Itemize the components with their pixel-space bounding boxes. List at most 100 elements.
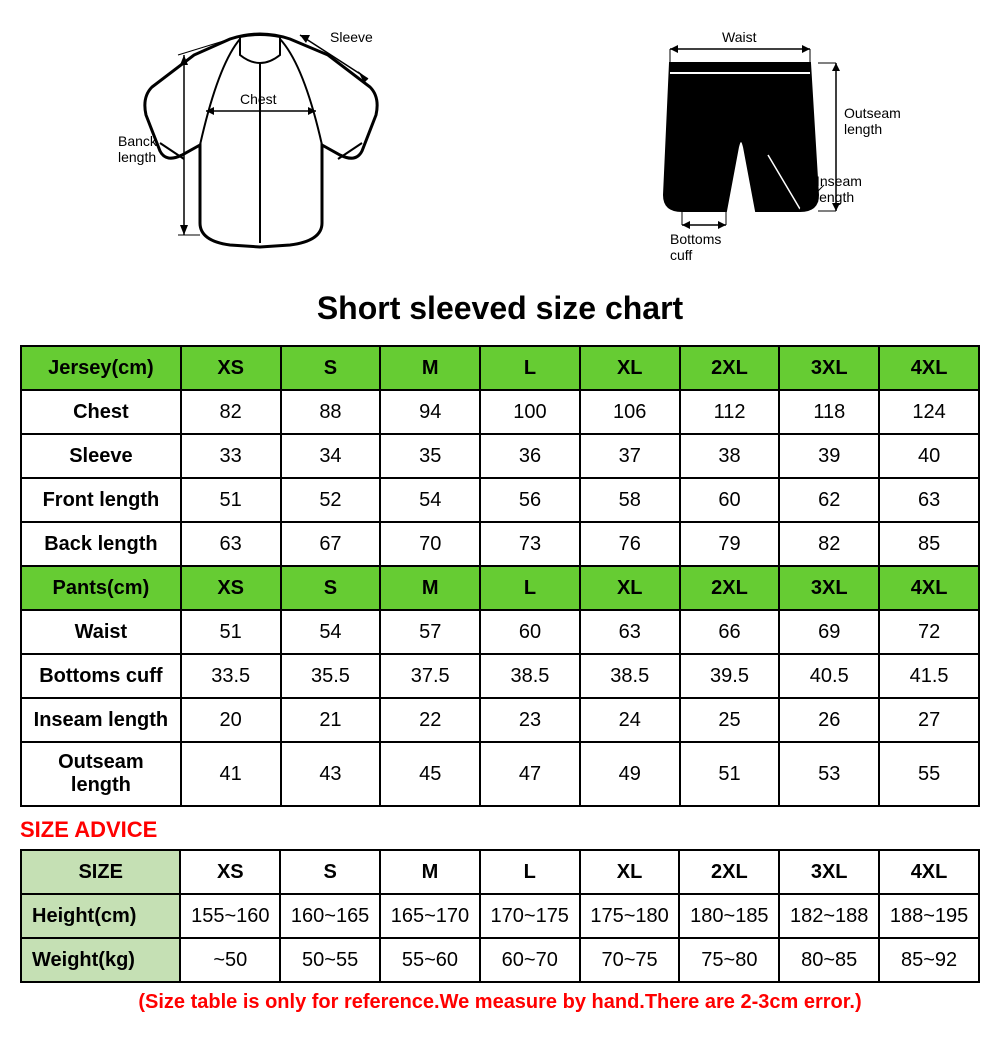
table-cell: 60 — [480, 610, 580, 654]
table-cell: 79 — [680, 522, 780, 566]
advice-row-label: Weight(kg) — [21, 938, 180, 982]
table-row: Sleeve3334353637383940 — [21, 434, 979, 478]
table-cell: 82 — [181, 390, 281, 434]
table-cell: 20 — [181, 698, 281, 742]
table-row-label: Bottoms cuff — [21, 654, 181, 698]
table-cell: 82 — [779, 522, 879, 566]
table-cell: 25 — [680, 698, 780, 742]
shorts-diagram: Waist Outseam length Inseam length Botto… — [600, 15, 900, 265]
advice-header-cell: 3XL — [779, 850, 879, 894]
shorts-svg — [600, 15, 900, 265]
table-row: Inseam length2021222324252627 — [21, 698, 979, 742]
table-cell: 73 — [480, 522, 580, 566]
waist-label: Waist — [722, 29, 756, 45]
advice-header-cell: S — [280, 850, 380, 894]
table-row-label: Outseam length — [21, 742, 181, 806]
table-header-cell: S — [281, 346, 381, 390]
table-cell: 34 — [281, 434, 381, 478]
jersey-diagram: Sleeve Chest Banck length — [100, 15, 420, 265]
advice-cell: 80~85 — [779, 938, 879, 982]
table-cell: 58 — [580, 478, 680, 522]
table-cell: 43 — [281, 742, 381, 806]
table-cell: 33 — [181, 434, 281, 478]
table-row-label: Front length — [21, 478, 181, 522]
table-header-cell: XS — [181, 566, 281, 610]
table-cell: 118 — [779, 390, 879, 434]
table-header-cell: 4XL — [879, 346, 979, 390]
table-cell: 49 — [580, 742, 680, 806]
table-row: Outseam length4143454749515355 — [21, 742, 979, 806]
table-cell: 21 — [281, 698, 381, 742]
table-row-label: Waist — [21, 610, 181, 654]
inseam-label: Inseam length — [816, 173, 862, 205]
table-cell: 41.5 — [879, 654, 979, 698]
advice-cell: 165~170 — [380, 894, 480, 938]
advice-header-cell: 4XL — [879, 850, 979, 894]
diagrams-row: Sleeve Chest Banck length — [10, 10, 990, 270]
advice-cell: 70~75 — [580, 938, 680, 982]
table-cell: 100 — [480, 390, 580, 434]
advice-header-cell: XS — [180, 850, 280, 894]
table-header-cell: XL — [580, 566, 680, 610]
table-cell: 60 — [680, 478, 780, 522]
chest-label: Chest — [240, 91, 277, 107]
table-cell: 70 — [380, 522, 480, 566]
table-cell: 39.5 — [680, 654, 780, 698]
table-cell: 63 — [580, 610, 680, 654]
table-header-cell: XL — [580, 346, 680, 390]
table-cell: 27 — [879, 698, 979, 742]
table-header-cell: XS — [181, 346, 281, 390]
table-header-row: Pants(cm)XSSMLXL2XL3XL4XL — [21, 566, 979, 610]
table-header-cell: L — [480, 566, 580, 610]
table-row-label: Sleeve — [21, 434, 181, 478]
advice-cell: 160~165 — [280, 894, 380, 938]
table-row: Front length5152545658606263 — [21, 478, 979, 522]
table-cell: 63 — [181, 522, 281, 566]
advice-cell: 182~188 — [779, 894, 879, 938]
table-cell: 38.5 — [480, 654, 580, 698]
table-cell: 40 — [879, 434, 979, 478]
table-cell: 38 — [680, 434, 780, 478]
table-cell: 85 — [879, 522, 979, 566]
table-cell: 69 — [779, 610, 879, 654]
advice-cell: 85~92 — [879, 938, 979, 982]
table-row-label: Back length — [21, 522, 181, 566]
table-header-cell: 4XL — [879, 566, 979, 610]
table-row: Chest828894100106112118124 — [21, 390, 979, 434]
table-header-cell: L — [480, 346, 580, 390]
table-cell: 33.5 — [181, 654, 281, 698]
advice-cell: ~50 — [180, 938, 280, 982]
table-cell: 41 — [181, 742, 281, 806]
table-row: Back length6367707376798285 — [21, 522, 979, 566]
table-cell: 52 — [281, 478, 381, 522]
table-cell: 54 — [281, 610, 381, 654]
advice-cell: 60~70 — [480, 938, 580, 982]
table-row: Waist5154576063666972 — [21, 610, 979, 654]
table-cell: 51 — [680, 742, 780, 806]
table-cell: 35 — [380, 434, 480, 478]
table-cell: 51 — [181, 478, 281, 522]
advice-header-cell: SIZE — [21, 850, 180, 894]
table-cell: 62 — [779, 478, 879, 522]
advice-header-cell: L — [480, 850, 580, 894]
table-row-label: Inseam length — [21, 698, 181, 742]
table-cell: 37.5 — [380, 654, 480, 698]
size-advice-heading: SIZE ADVICE — [20, 817, 990, 843]
bottoms-cuff-label: Bottoms cuff — [670, 231, 721, 263]
size-table: Jersey(cm)XSSMLXL2XL3XL4XLChest828894100… — [20, 345, 980, 807]
table-cell: 66 — [680, 610, 780, 654]
advice-row-label: Height(cm) — [21, 894, 180, 938]
table-header-cell: Jersey(cm) — [21, 346, 181, 390]
table-cell: 37 — [580, 434, 680, 478]
table-header-cell: Pants(cm) — [21, 566, 181, 610]
table-header-row: Jersey(cm)XSSMLXL2XL3XL4XL — [21, 346, 979, 390]
table-cell: 94 — [380, 390, 480, 434]
advice-cell: 75~80 — [679, 938, 779, 982]
table-row-label: Chest — [21, 390, 181, 434]
table-header-cell: 3XL — [779, 346, 879, 390]
back-length-label: Banck length — [118, 133, 157, 165]
table-cell: 88 — [281, 390, 381, 434]
advice-cell: 155~160 — [180, 894, 280, 938]
table-cell: 40.5 — [779, 654, 879, 698]
advice-table: SIZEXSSMLXL2XL3XL4XLHeight(cm)155~160160… — [20, 849, 980, 983]
